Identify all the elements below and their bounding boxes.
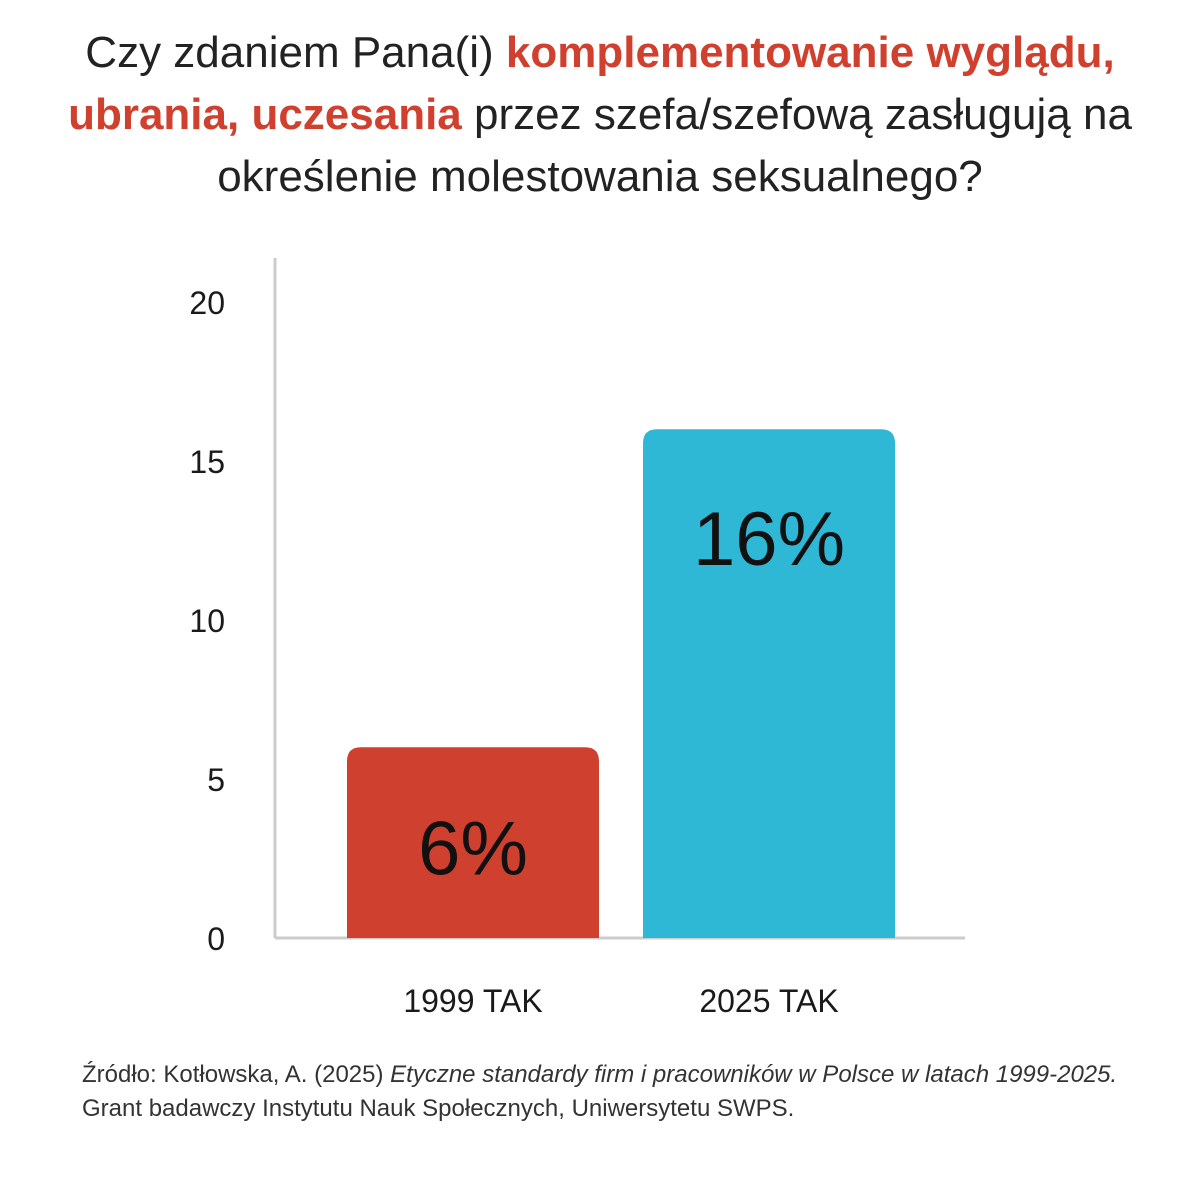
title-part-2: przez szefa/szefową zasługują na określe… — [217, 90, 1132, 201]
bar-data-labels: 6% 16% — [418, 497, 845, 891]
chart-title: Czy zdaniem Pana(i) komplementowanie wyg… — [60, 22, 1140, 208]
bar-data-label: 16% — [693, 497, 845, 582]
x-category-label: 1999 TAK — [403, 983, 542, 1019]
title-part-1: Czy zdaniem Pana(i) — [85, 28, 506, 77]
x-category-label: 2025 TAK — [699, 983, 838, 1019]
y-axis-ticks: 0 5 10 15 20 — [189, 285, 225, 957]
title-highlight: komplementowanie wyglądu, ubrania, uczes… — [68, 28, 1115, 139]
source-title: Etyczne standardy firm i pracowników w P… — [390, 1061, 1118, 1088]
bar-chart: 0 5 10 15 20 6% 16% 1999 TAK 2025 TAK — [189, 258, 965, 1019]
x-axis-labels: 1999 TAK 2025 TAK — [403, 983, 838, 1019]
bar-2025 — [643, 429, 895, 938]
y-tick-label: 20 — [189, 285, 225, 321]
y-tick-label: 10 — [189, 603, 225, 639]
bars — [347, 429, 895, 938]
source-prefix: Źródło: Kotłowska, A. (2025) — [82, 1061, 391, 1088]
y-tick-label: 15 — [189, 444, 225, 480]
y-tick-label: 0 — [207, 921, 225, 957]
bar-1999 — [347, 747, 599, 938]
source-note: Źródło: Kotłowska, A. (2025) Etyczne sta… — [82, 1058, 1162, 1126]
source-suffix: Grant badawczy Instytutu Nauk Społecznyc… — [82, 1095, 795, 1122]
bar-data-label: 6% — [418, 806, 528, 891]
y-tick-label: 5 — [207, 762, 225, 798]
